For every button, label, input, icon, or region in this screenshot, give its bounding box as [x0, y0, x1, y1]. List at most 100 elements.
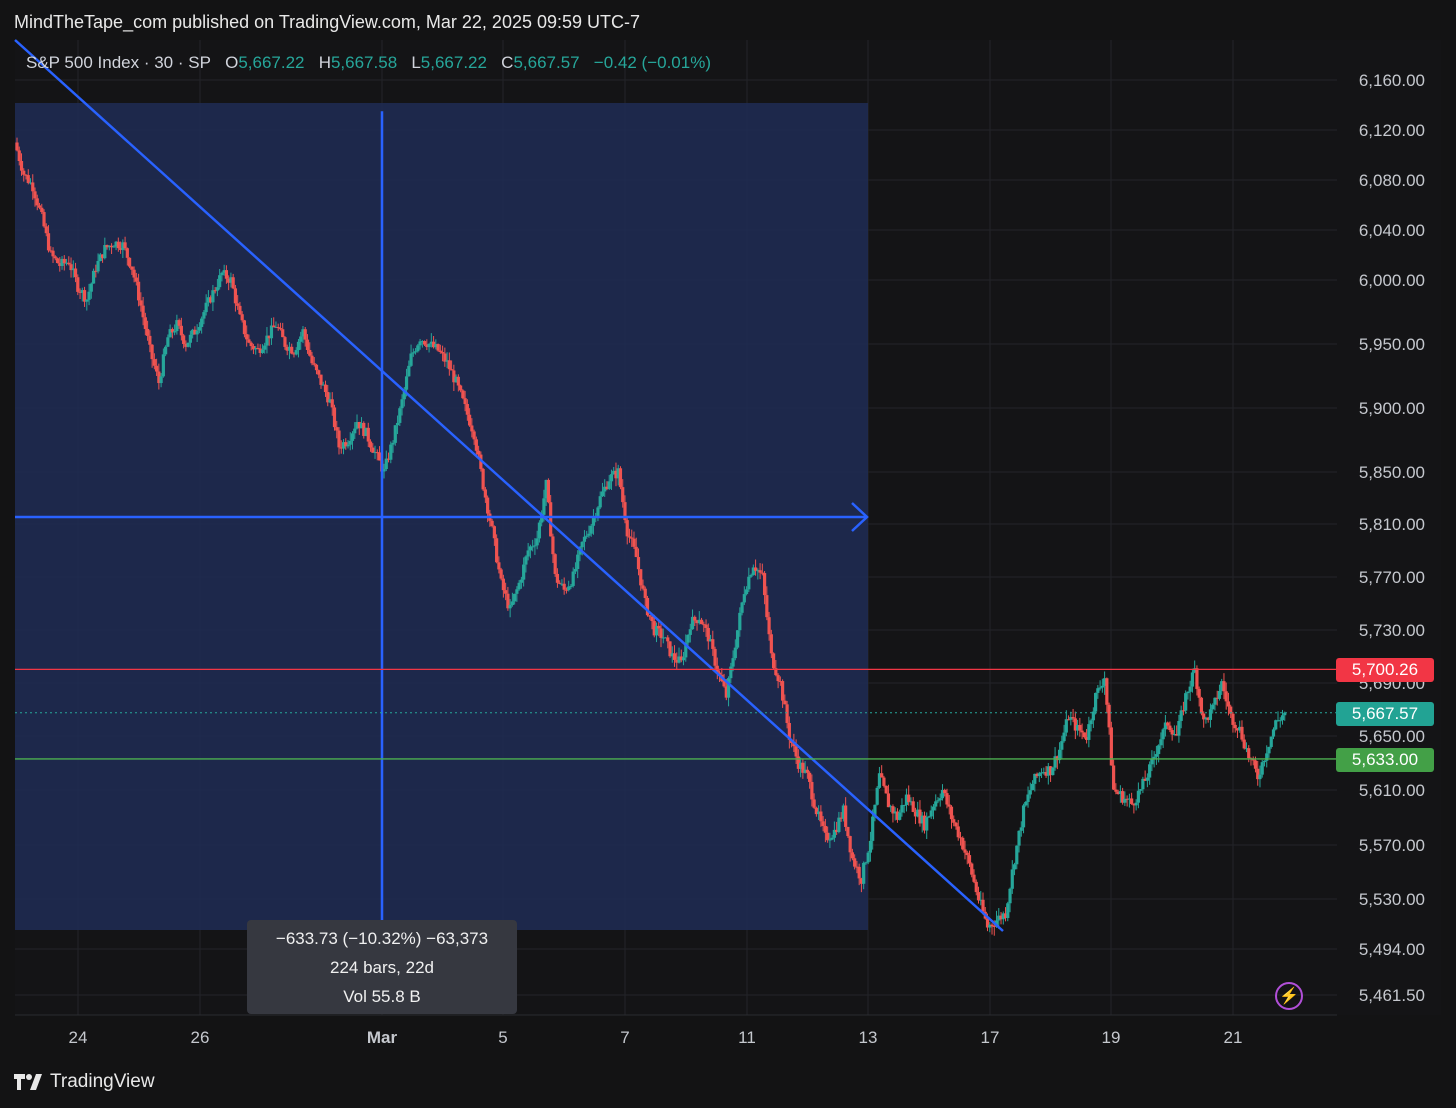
candle-body	[312, 363, 316, 365]
candle-body	[454, 376, 458, 383]
candle-body	[616, 468, 620, 479]
candle-body	[675, 659, 679, 663]
candle-body	[330, 399, 334, 408]
candle-body	[1026, 794, 1030, 802]
candle-body	[42, 212, 46, 227]
candle-body	[760, 572, 764, 574]
candle-body	[515, 589, 519, 594]
candle-body	[875, 787, 879, 805]
candle-body	[323, 384, 328, 393]
y-tick-label: 5,770.00	[1359, 568, 1425, 587]
candle-body	[1238, 726, 1242, 731]
candle-body	[350, 433, 355, 441]
candle-body	[58, 263, 62, 266]
candle-body	[377, 452, 382, 461]
candle-body	[1231, 713, 1235, 725]
candle-body	[125, 248, 129, 258]
drawing-tools[interactable]	[14, 39, 1337, 938]
candle-body	[889, 806, 893, 808]
tradingview-footer[interactable]: TradingView	[14, 1071, 155, 1093]
candle-body	[166, 337, 170, 347]
candle-body	[965, 852, 969, 856]
candle-body	[55, 258, 60, 264]
candle-body	[395, 422, 400, 426]
candle-body	[706, 627, 710, 642]
time-axis[interactable]: 24 26 Mar 5 7 11 13 17 19 21	[15, 1014, 1337, 1047]
candle-body	[866, 852, 870, 863]
candle-body	[200, 318, 204, 328]
candle-body	[254, 348, 258, 350]
candle-body	[109, 245, 114, 248]
resistance-price-badge: 5,700.26	[1336, 658, 1434, 682]
candle-body	[880, 773, 884, 778]
candle-body	[589, 525, 593, 534]
candle-body	[636, 557, 641, 570]
lightning-icon[interactable]: ⚡	[1275, 982, 1303, 1010]
candle-body	[621, 487, 625, 503]
candle-body	[170, 329, 174, 333]
candle-body	[94, 270, 98, 272]
candle-body	[1233, 724, 1237, 729]
candle-body	[992, 926, 996, 928]
candle-body	[1080, 730, 1084, 733]
candle-body	[1206, 717, 1210, 720]
candle-body	[132, 269, 136, 278]
candle-body	[152, 359, 156, 366]
candle-body	[517, 582, 521, 590]
candle-body	[821, 821, 825, 826]
candle-body	[150, 344, 154, 360]
candle-body	[458, 385, 463, 391]
candle-body	[272, 325, 276, 328]
candle-body	[576, 554, 580, 570]
candle-body	[348, 440, 352, 445]
candle-body	[729, 666, 733, 679]
candle-body	[456, 376, 460, 386]
candle-body	[247, 339, 251, 343]
candle-body	[1017, 830, 1021, 846]
candle-body	[927, 816, 931, 818]
candle-body	[862, 862, 866, 884]
candle-body	[724, 686, 728, 698]
candle-body	[474, 439, 478, 451]
candle-body	[116, 241, 120, 249]
candle-body	[227, 278, 231, 283]
candle-body	[267, 335, 271, 339]
candle-body	[958, 837, 963, 839]
candle-body	[368, 441, 373, 448]
candle-body	[274, 326, 278, 328]
candle-body	[123, 242, 127, 249]
symbol-label[interactable]: S&P 500 Index · 30 · SP	[26, 53, 211, 72]
candle-body	[859, 878, 864, 884]
candle-body	[389, 444, 393, 460]
candle-body	[796, 756, 800, 769]
candle-body	[1181, 710, 1186, 712]
candle-body	[1229, 706, 1233, 714]
candle-body	[1033, 773, 1037, 784]
candle-body	[1091, 711, 1095, 721]
candle-body	[1166, 722, 1170, 726]
y-tick-label: 5,730.00	[1359, 621, 1425, 640]
candle-body	[711, 639, 715, 649]
candle-body	[1283, 712, 1287, 716]
candle-body	[713, 648, 717, 666]
candle-body	[623, 502, 627, 521]
x-tick-label: Mar	[367, 1028, 398, 1047]
candle-body	[722, 681, 726, 687]
open-value: 5,667.22	[238, 53, 305, 72]
price-axis[interactable]: 6,160.00 6,120.00 6,080.00 6,040.00 6,000.00…	[1359, 71, 1425, 1005]
candle-body	[193, 329, 197, 335]
candle-body	[938, 798, 942, 801]
candle-body	[808, 772, 812, 782]
candle-body	[1226, 701, 1231, 707]
candle-body	[1235, 728, 1240, 731]
candle-body	[168, 329, 172, 338]
candle-body	[1071, 717, 1075, 719]
candle-body	[179, 325, 183, 336]
candle-body	[735, 630, 740, 648]
candle-body	[22, 170, 26, 175]
candle-body	[220, 272, 224, 276]
candle-body	[136, 281, 141, 301]
candle-body	[769, 634, 773, 654]
candle-body	[1078, 724, 1082, 731]
